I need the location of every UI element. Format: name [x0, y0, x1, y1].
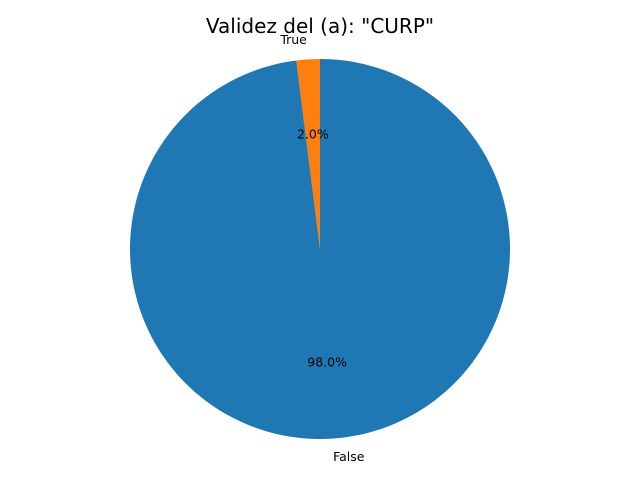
pie-slice-true — [296, 59, 320, 249]
slice-label-true: True — [279, 32, 307, 47]
slice-label-false: False — [333, 449, 365, 464]
slice-pct-true: 2.0% — [297, 127, 329, 142]
pie-slice-false — [129, 59, 510, 440]
chart-title: Validez del (a): "CURP" — [206, 14, 434, 38]
slice-pct-false: 98.0% — [307, 354, 347, 369]
